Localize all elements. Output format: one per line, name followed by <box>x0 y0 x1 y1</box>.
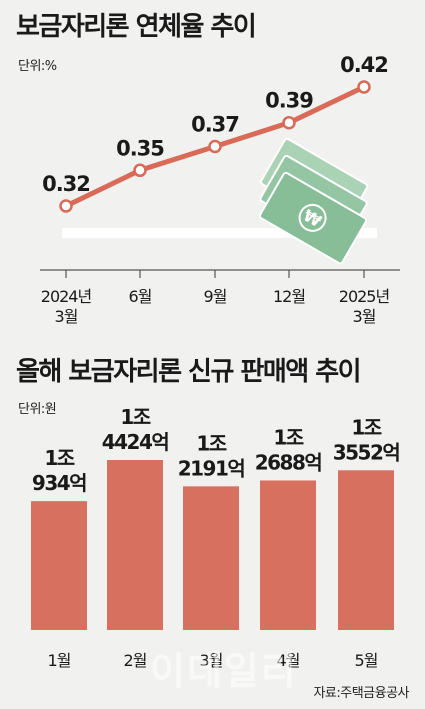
bar-value-label: 2688억 <box>255 450 322 474</box>
line-chart-title: 보금자리론 연체율 추이 <box>16 12 257 42</box>
x-tick-label: 6월 <box>129 287 152 306</box>
data-label: 0.35 <box>116 136 164 160</box>
bar-value-label: 2191억 <box>178 456 245 480</box>
bar <box>31 501 87 630</box>
source-note: 자료:주택금융공사 <box>313 686 409 701</box>
money-bills-icon: ₩ <box>258 137 369 265</box>
data-point <box>357 80 371 94</box>
bar-value-label: 1조 <box>351 415 381 439</box>
bar-value-label: 1조 <box>196 431 226 455</box>
data-point <box>133 163 147 178</box>
bar-value-label: 1조 <box>44 446 74 470</box>
category-label: 3월 <box>200 651 223 670</box>
x-tick-label: 2025년 <box>339 287 390 306</box>
bar-value-label: 1조 <box>273 425 303 449</box>
x-tick-label: 3월 <box>55 307 78 326</box>
bar <box>338 470 394 630</box>
bar-value-label: 3552억 <box>333 440 400 464</box>
data-label: 0.32 <box>42 172 90 196</box>
data-point <box>59 199 73 213</box>
line-chart: ₩ 0.322024년3월0.356월0.379월0.3912월0.422025… <box>40 53 400 326</box>
data-point <box>208 139 222 154</box>
bar <box>260 480 316 630</box>
chart-band <box>62 228 377 238</box>
data-label: 0.37 <box>191 113 239 137</box>
x-tick-label: 3월 <box>353 307 376 326</box>
category-label: 2월 <box>124 651 147 670</box>
bar <box>183 486 239 630</box>
category-label: 5월 <box>355 651 378 670</box>
bar-value-label: 934억 <box>32 471 86 495</box>
bar-value-label: 1조 <box>120 405 150 429</box>
category-label: 1월 <box>48 651 71 670</box>
bar <box>107 460 163 630</box>
line-chart-unit: 단위:% <box>18 59 57 74</box>
data-point <box>282 115 296 130</box>
x-tick-label: 9월 <box>204 287 227 306</box>
category-label: 4월 <box>277 651 300 670</box>
x-tick-label: 12월 <box>273 287 305 306</box>
bar-chart-title: 올해 보금자리론 신규 판매액 추이 <box>16 357 362 387</box>
x-tick-label: 2024년 <box>41 287 92 306</box>
bar-value-label: 4424억 <box>102 430 169 454</box>
watermark: 이데일리 <box>150 649 298 693</box>
data-label: 0.39 <box>265 89 313 113</box>
bar-chart-unit: 단위:원 <box>18 402 57 417</box>
data-label: 0.42 <box>340 53 388 77</box>
